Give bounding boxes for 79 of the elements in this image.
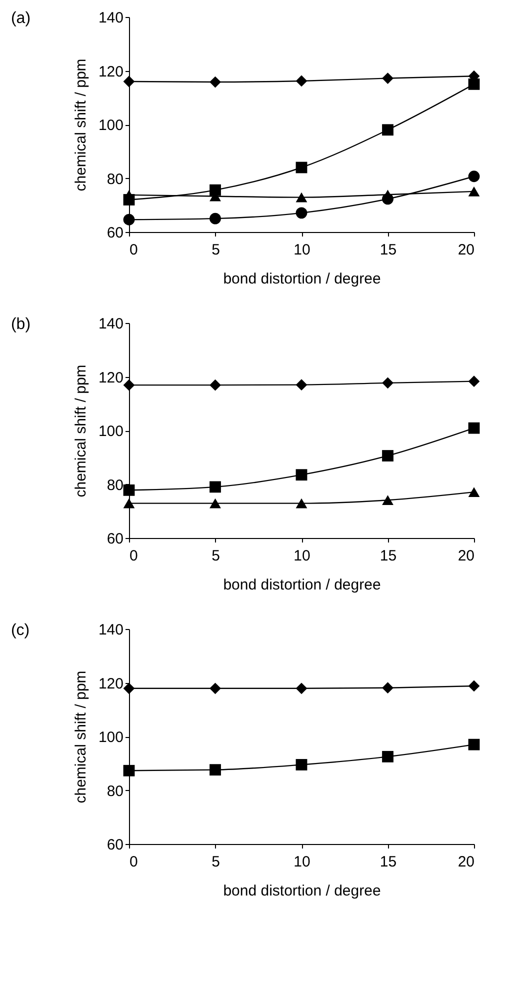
chart-title: (b): [10, 316, 31, 333]
y-tick-label: 80: [106, 476, 124, 494]
point: [210, 184, 221, 196]
point: [468, 376, 480, 388]
point: [382, 682, 394, 694]
point: [382, 495, 394, 506]
x-tick-label: 20: [458, 548, 474, 564]
y-axis-title: chemical shift / ppm: [72, 670, 90, 804]
point: [382, 377, 394, 389]
point: [468, 422, 480, 434]
point: [210, 212, 221, 224]
x-tick-label: 20: [458, 242, 474, 258]
point: [210, 498, 221, 508]
point: [123, 379, 135, 391]
x-tick-label: 10: [294, 548, 310, 564]
chart-title: (a): [10, 10, 31, 27]
point: [123, 498, 135, 508]
x-tick-label: 0: [130, 242, 138, 258]
point: [468, 738, 480, 750]
point: [296, 759, 308, 770]
x-tick-label: 0: [130, 854, 138, 870]
point: [296, 207, 308, 219]
y-tick-label: 100: [98, 117, 124, 134]
y-tick-label: 80: [106, 170, 124, 188]
point: [468, 680, 480, 692]
y-tick-label: 140: [98, 10, 124, 26]
y-tick-label: 60: [106, 836, 124, 854]
point: [123, 764, 135, 776]
point: [210, 481, 221, 493]
point: [468, 170, 480, 182]
x-tick-label: 5: [212, 242, 220, 258]
point: [210, 379, 221, 391]
point: [382, 72, 394, 84]
point: [123, 76, 135, 88]
y-tick-label: 120: [98, 675, 124, 692]
x-axis-title: bond distortion / degree: [223, 576, 381, 594]
point: [468, 487, 480, 497]
y-tick-label: 140: [98, 316, 124, 332]
y-tick-label: 60: [106, 224, 124, 242]
y-tick-label: 100: [98, 423, 124, 440]
x-axis-title: bond distortion / degree: [223, 882, 381, 900]
point: [296, 682, 308, 694]
x-tick-label: 5: [212, 548, 220, 564]
y-tick-label: 60: [106, 530, 124, 548]
x-tick-label: 15: [380, 854, 397, 870]
point: [210, 764, 221, 776]
point: [123, 682, 135, 694]
point: [296, 192, 308, 202]
y-axis-title: chemical shift / ppm: [72, 364, 90, 498]
chart-title: (c): [10, 622, 30, 639]
x-tick-label: 15: [380, 548, 397, 564]
point: [123, 484, 135, 496]
point: [468, 78, 480, 90]
x-tick-label: 5: [212, 854, 220, 870]
point: [296, 162, 308, 174]
y-tick-label: 80: [106, 782, 124, 800]
x-tick-label: 10: [294, 854, 310, 870]
point: [382, 450, 394, 462]
point: [296, 379, 308, 391]
x-tick-label: 15: [380, 242, 397, 258]
point: [210, 76, 221, 88]
y-axis-title: chemical shift / ppm: [72, 58, 90, 192]
y-tick-label: 140: [98, 622, 124, 638]
point: [296, 469, 308, 481]
x-axis-title: bond distortion / degree: [223, 270, 381, 288]
y-tick-label: 100: [98, 729, 124, 746]
point: [123, 214, 135, 226]
y-tick-label: 120: [98, 63, 124, 80]
point: [210, 682, 221, 694]
x-tick-label: 20: [458, 854, 474, 870]
point: [468, 186, 480, 196]
point: [382, 124, 394, 136]
y-tick-label: 120: [98, 369, 124, 386]
point: [296, 498, 308, 508]
x-tick-label: 10: [294, 242, 310, 258]
point: [296, 75, 308, 87]
point: [382, 750, 394, 762]
x-tick-label: 0: [130, 548, 138, 564]
point: [382, 190, 394, 200]
